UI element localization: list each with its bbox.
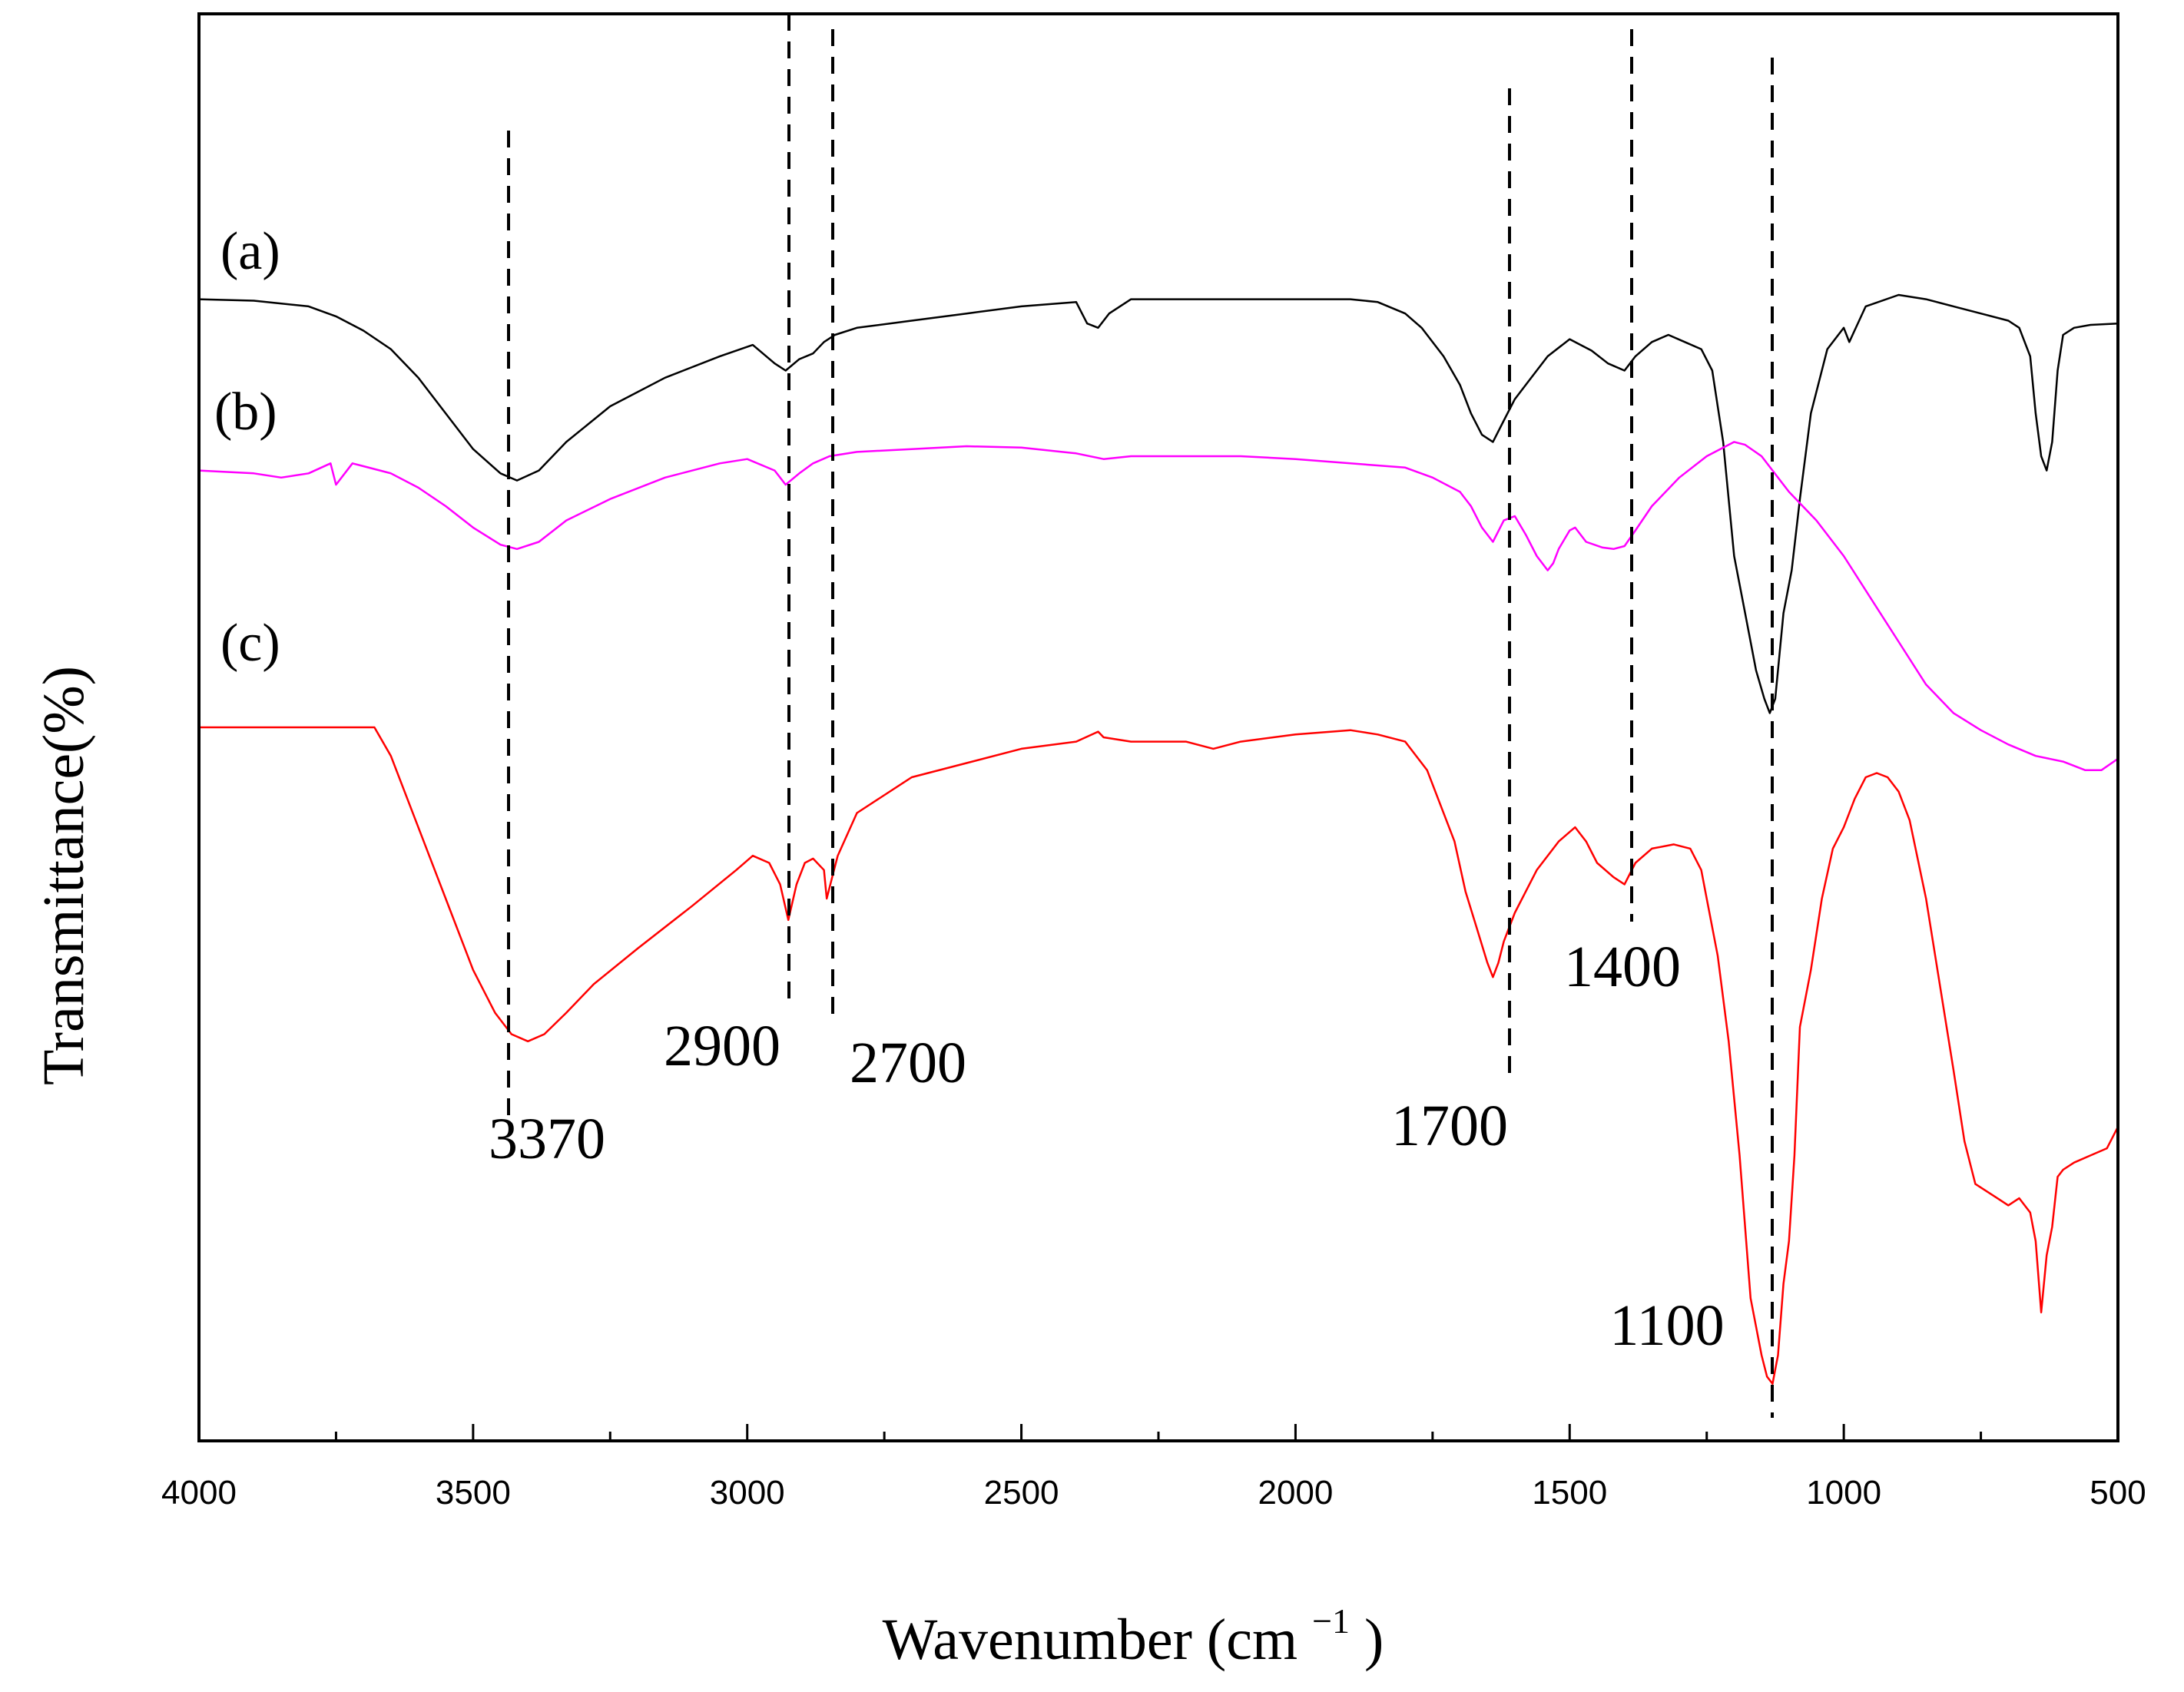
peak-label-1400: 1400 (1564, 935, 1681, 999)
x-axis-title-superscript: −1 (1312, 1601, 1350, 1641)
peak-label-1700: 1700 (1391, 1094, 1508, 1158)
series-line-a (198, 293, 2119, 714)
x-tick-label: 3000 (710, 1474, 785, 1512)
y-axis-title: Transmittance(%) (31, 666, 96, 1085)
x-axis-title-close: ) (1364, 1608, 1384, 1672)
x-tick-label: 500 (2090, 1474, 2146, 1512)
peak-label-2700: 2700 (850, 1031, 966, 1095)
x-tick-label: 3500 (436, 1474, 511, 1512)
peak-label-3370: 3370 (489, 1107, 605, 1171)
x-tick-label: 4000 (161, 1474, 237, 1512)
x-tick-label: 1500 (1532, 1474, 1607, 1512)
series-line-c (197, 726, 2119, 1441)
x-tick-label: 2500 (984, 1474, 1059, 1512)
series-label-a: (a) (220, 222, 280, 281)
x-axis-title: Wavenumber (cm −1 ) (883, 1581, 1384, 1672)
peak-marker-layer: 3370 2900 2700 1700 1400 1100 (489, 14, 1774, 1418)
peak-label-1100: 1100 (1609, 1293, 1724, 1358)
x-tick-label: 2000 (1258, 1474, 1333, 1512)
series-label-c: (c) (220, 614, 280, 673)
x-axis-ticks: 4000 3500 3000 2500 2000 1500 1000 500 (161, 1424, 2146, 1512)
x-tick-label: 1000 (1806, 1474, 1881, 1512)
x-axis-title-main: Wavenumber (cm (883, 1608, 1297, 1672)
series-label-b: (b) (214, 382, 277, 442)
peak-label-2900: 2900 (664, 1014, 780, 1078)
